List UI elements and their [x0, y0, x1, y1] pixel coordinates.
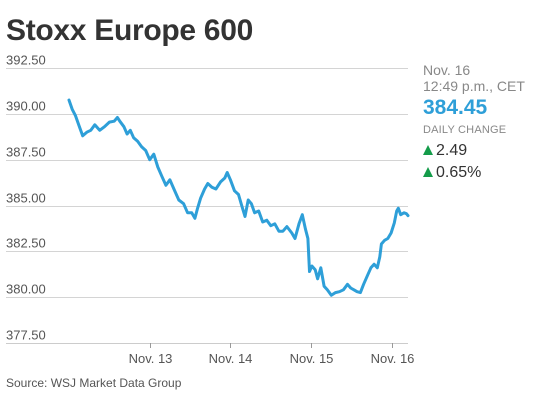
quote-price: 384.45 — [423, 96, 488, 119]
y-tick-label: 387.50 — [6, 145, 46, 160]
source-note: Source: WSJ Market Data Group — [6, 376, 182, 390]
x-tick-label: Nov. 14 — [209, 351, 253, 366]
triangle-up-icon — [423, 167, 433, 177]
y-tick-label: 390.00 — [6, 99, 46, 114]
y-tick-label: 377.50 — [6, 328, 46, 343]
change-percent: 0.65% — [423, 163, 535, 183]
change-points: 2.49 — [423, 141, 535, 161]
quote-time: 12:49 p.m., CET — [423, 78, 525, 94]
series-layer — [67, 98, 410, 297]
series-line — [67, 98, 410, 297]
y-tick-label: 380.00 — [6, 282, 46, 297]
x-tick-label: Nov. 13 — [129, 351, 173, 366]
quote-date: Nov. 16 — [423, 62, 471, 78]
x-axis-tick-labels: Nov. 13 Nov. 14 Nov. 15 Nov. 16 — [129, 343, 415, 366]
y-axis-tick-labels: 392.50 390.00 387.50 385.00 382.50 380.00 377.… — [6, 53, 46, 343]
x-tick-label: Nov. 16 — [371, 351, 415, 366]
y-tick-label: 382.50 — [6, 236, 46, 251]
line-chart: 392.50 390.00 387.50 385.00 382.50 380.00 377.… — [6, 53, 415, 366]
change-points-value: 2.49 — [436, 142, 468, 159]
x-tick-label: Nov. 15 — [290, 351, 334, 366]
y-tick-label: 385.00 — [6, 191, 46, 206]
gridlines — [6, 68, 408, 344]
triangle-up-icon — [423, 145, 433, 155]
quote-panel: Nov. 16 12:49 p.m., CET 384.45 DAILY CHA… — [423, 62, 535, 183]
y-tick-label: 392.50 — [6, 53, 46, 68]
change-percent-value: 0.65% — [436, 164, 482, 181]
daily-change-label: DAILY CHANGE — [423, 124, 507, 136]
chart-title: Stoxx Europe 600 — [6, 14, 253, 47]
